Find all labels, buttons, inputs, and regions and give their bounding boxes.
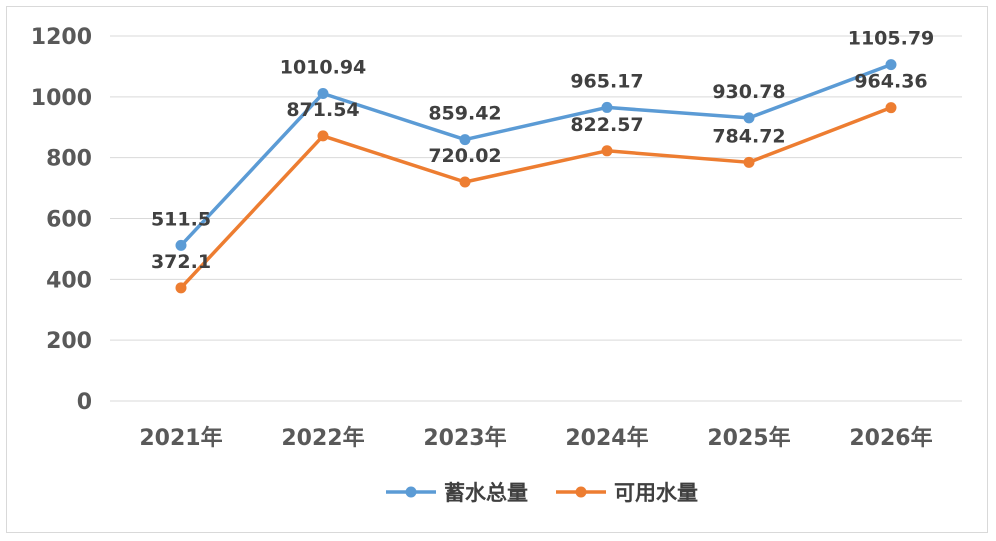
y-tick-label: 1200 (31, 25, 92, 50)
data-label: 822.57 (570, 114, 643, 136)
legend-swatch-marker (575, 486, 587, 498)
data-point (885, 102, 897, 114)
series-layer (175, 59, 897, 294)
data-label: 784.72 (712, 125, 785, 147)
legend-item: 可用水量 (556, 481, 698, 505)
data-labels: 511.5 1010.94 859.42 965.17 930.78 1105.79 372… (151, 28, 934, 273)
data-label: 1105.79 (848, 28, 935, 50)
data-point (459, 134, 471, 146)
legend-swatch-marker (405, 486, 417, 498)
x-tick-label: 2025年 (707, 425, 790, 451)
data-label: 372.1 (151, 251, 211, 273)
data-label: 964.36 (854, 71, 927, 93)
data-point (743, 156, 755, 168)
data-point (317, 88, 329, 100)
data-point (175, 239, 187, 251)
x-tick-label: 2021年 (139, 425, 222, 451)
y-tick-label: 800 (46, 147, 92, 172)
y-tick-label: 600 (46, 208, 92, 233)
data-point (459, 176, 471, 188)
legend-label: 可用水量 (614, 481, 698, 505)
legend: 蓄水总量 可用水量 (386, 481, 698, 505)
data-point (317, 130, 329, 142)
data-label: 871.54 (286, 99, 359, 121)
data-point (175, 282, 187, 294)
y-tick-label: 0 (77, 390, 92, 415)
series-line-2 (179, 105, 893, 290)
data-label: 965.17 (570, 70, 643, 92)
y-tick-label: 400 (46, 268, 92, 293)
data-point (601, 145, 613, 157)
data-label: 930.78 (712, 81, 785, 103)
legend-item: 蓄水总量 (386, 481, 528, 505)
y-axis-ticks: 0 200 400 600 800 1000 1200 (31, 25, 92, 415)
x-axis-ticks: 2021年 2022年 2023年 2024年 2025年 2026年 (139, 425, 932, 451)
legend-label: 蓄水总量 (444, 481, 528, 505)
y-tick-label: 200 (46, 329, 92, 354)
chart-frame (6, 6, 988, 533)
series-line-1 (179, 62, 893, 248)
data-point (885, 59, 897, 71)
x-tick-label: 2023年 (423, 425, 506, 451)
data-label: 720.02 (428, 145, 501, 167)
data-point (743, 112, 755, 124)
data-label: 859.42 (428, 103, 501, 125)
x-tick-label: 2022年 (281, 425, 364, 451)
data-point (601, 101, 613, 113)
x-tick-label: 2024年 (565, 425, 648, 451)
data-label: 511.5 (151, 208, 211, 230)
x-tick-label: 2026年 (849, 425, 932, 451)
gridlines (110, 35, 962, 402)
y-tick-label: 1000 (31, 86, 92, 111)
data-label: 1010.94 (280, 57, 367, 79)
